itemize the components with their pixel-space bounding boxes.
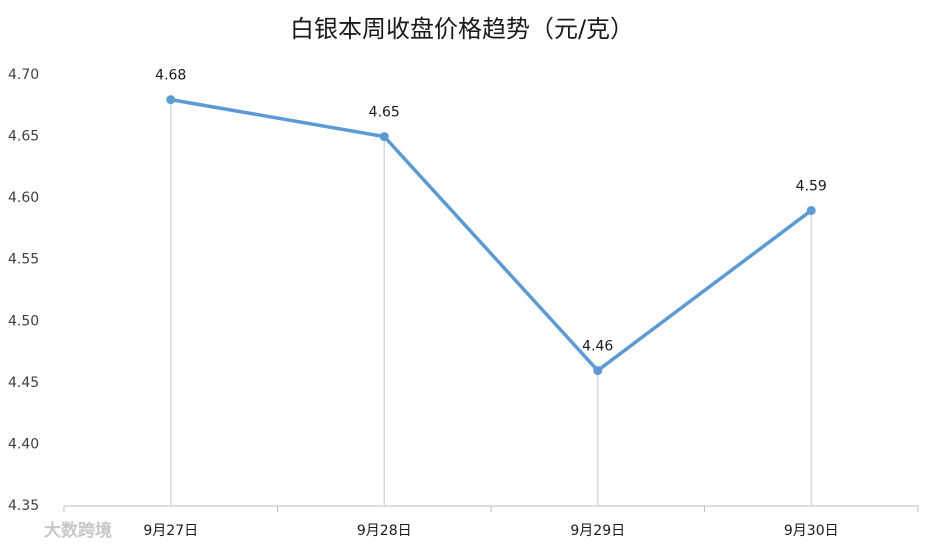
- y-tick-label: 4.60: [8, 190, 39, 206]
- marker: [166, 95, 176, 105]
- data-label: 4.68: [155, 68, 186, 84]
- marker: [593, 366, 603, 376]
- y-tick-label: 4.70: [8, 67, 39, 83]
- y-tick-label: 4.40: [8, 436, 39, 452]
- y-tick-label: 4.35: [8, 498, 39, 514]
- data-label: 4.46: [582, 339, 613, 355]
- x-tick-label: 9月30日: [784, 523, 839, 539]
- y-tick-label: 4.55: [8, 252, 39, 268]
- data-label: 4.65: [369, 105, 400, 121]
- line: [170, 97, 813, 373]
- marker: [379, 132, 389, 142]
- data-label: 4.59: [796, 178, 827, 194]
- x-tick-label: 9月29日: [570, 523, 625, 539]
- chart-title: 白银本周收盘价格趋势（元/克）: [290, 15, 634, 43]
- y-tick-label: 4.45: [8, 375, 39, 391]
- y-tick-label: 4.65: [8, 129, 39, 145]
- watermark: 大数跨境: [44, 520, 112, 541]
- marker: [806, 205, 816, 215]
- y-tick-label: 4.50: [8, 313, 39, 329]
- x-tick-label: 9月28日: [357, 523, 412, 539]
- x-tick-label: 9月27日: [143, 523, 198, 539]
